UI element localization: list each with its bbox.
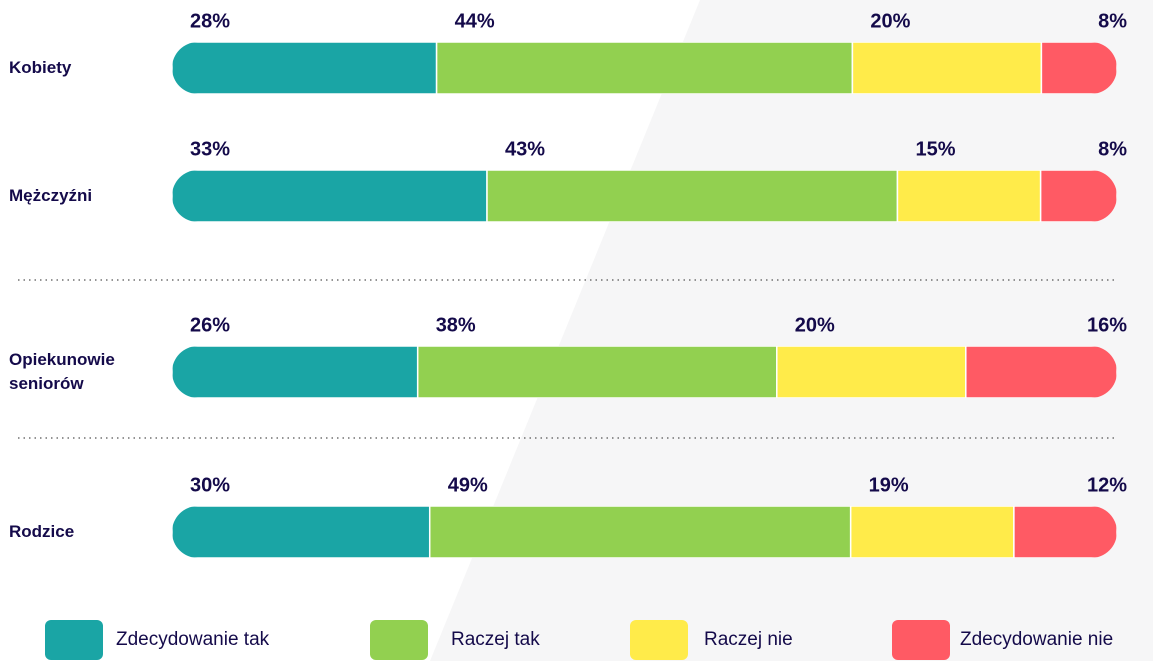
category-label: Mężczyźni — [9, 186, 93, 205]
legend-label: Zdecydowanie tak — [116, 629, 270, 650]
value-label: 44% — [455, 10, 495, 32]
bar-segment — [1013, 506, 1117, 558]
bar-row — [172, 42, 1117, 94]
category-label: Rodzice — [9, 522, 75, 541]
value-label: 43% — [505, 138, 545, 160]
value-label: 20% — [795, 314, 835, 336]
legend-swatch — [892, 620, 950, 660]
legend-label: Raczej tak — [451, 629, 540, 650]
bar-segment — [896, 170, 1042, 222]
background-shape — [430, 0, 1153, 661]
legend-swatch — [370, 620, 428, 660]
bar-segment — [486, 170, 899, 222]
value-label: 20% — [870, 10, 910, 32]
value-label: 12% — [1087, 474, 1127, 496]
bar-segment — [172, 346, 419, 398]
bar-segment — [435, 42, 854, 94]
value-label: 28% — [190, 10, 230, 32]
category-label: Opiekunowie seniorów — [9, 350, 115, 393]
value-label: 19% — [869, 474, 909, 496]
bar-row — [172, 170, 1117, 222]
value-label: 30% — [190, 474, 230, 496]
bar-segment — [849, 506, 1015, 558]
value-label: 8% — [1098, 138, 1127, 160]
bar-segment — [416, 346, 778, 398]
bar-segment — [965, 346, 1117, 398]
value-label: 33% — [190, 138, 230, 160]
legend-swatch — [630, 620, 688, 660]
legend-label: Raczej nie — [704, 629, 793, 650]
legend-swatch — [45, 620, 103, 660]
category-label: Kobiety — [9, 58, 72, 77]
value-label: 26% — [190, 314, 230, 336]
value-label: 16% — [1087, 314, 1127, 336]
value-label: 15% — [915, 138, 955, 160]
bar-segment — [428, 506, 852, 558]
bar-segment — [172, 170, 488, 222]
value-label: 49% — [448, 474, 488, 496]
value-label: 8% — [1098, 10, 1127, 32]
bar-segment — [172, 506, 431, 558]
bar-row — [172, 346, 1117, 398]
bar-segment — [1039, 170, 1117, 222]
bar-segment — [1040, 42, 1117, 94]
bar-segment — [776, 346, 967, 398]
legend-label: Zdecydowanie nie — [960, 629, 1113, 650]
value-label: 38% — [436, 314, 476, 336]
bar-segment — [172, 42, 438, 94]
bar-row — [172, 506, 1117, 558]
bar-segment — [851, 42, 1043, 94]
